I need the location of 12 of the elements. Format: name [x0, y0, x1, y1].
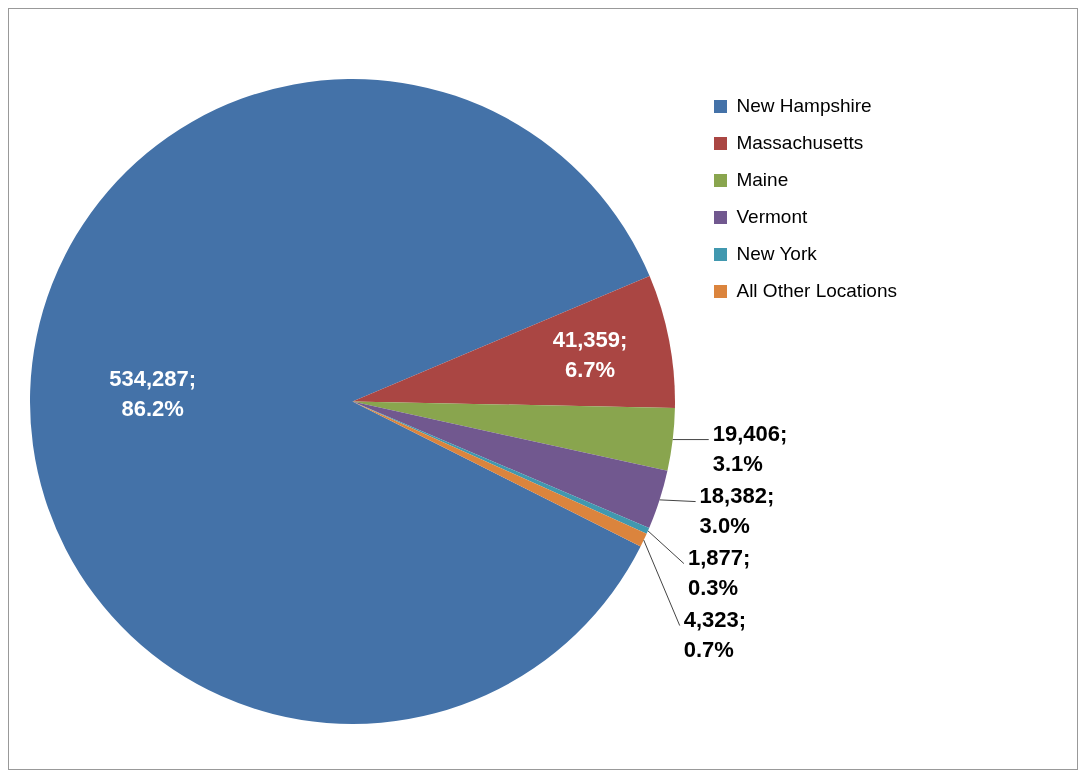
legend-label: New Hampshire: [736, 94, 872, 116]
data-label: 18,382; 3.0%: [699, 482, 775, 538]
legend-label: All Other Locations: [736, 279, 898, 301]
data-label: 19,406; 3.1%: [712, 420, 788, 476]
data-label: 41,359; 6.7%: [552, 326, 628, 382]
data-label: 534,287; 86.2%: [109, 365, 197, 421]
legend-label: Vermont: [736, 205, 808, 227]
legend-label: New York: [736, 242, 818, 264]
legend-label: Massachusetts: [736, 131, 864, 153]
data-label: 1,877; 0.3%: [687, 544, 751, 600]
data-label: 4,323; 0.7%: [683, 606, 747, 662]
legend-label: Maine: [736, 168, 789, 190]
